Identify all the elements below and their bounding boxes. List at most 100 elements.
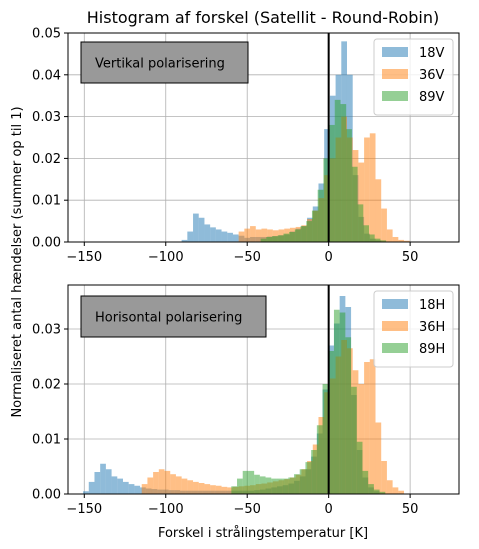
x-tick-label: 0 [325, 250, 333, 265]
bar-36H [158, 469, 165, 494]
legend-swatch [382, 69, 408, 79]
bar-36V [255, 229, 262, 242]
bar-89V [300, 226, 307, 242]
panel-vertical: −150 −100 −50 0 50 0.00 0.01 0.02 0.03 0.04 0.05 Ve… [32, 27, 460, 265]
bar-89V [260, 238, 267, 242]
y-tick-label: 0.00 [32, 488, 61, 503]
bar-89V [374, 238, 381, 242]
x-tick-label: 50 [402, 250, 419, 265]
bar-18V [227, 232, 233, 242]
bar-18H [117, 478, 123, 494]
y-tick-label: 0.03 [32, 323, 61, 338]
bar-89H [333, 309, 340, 494]
legend-swatch [382, 321, 408, 331]
bar-36H [164, 470, 171, 494]
axes-frame [67, 32, 460, 243]
bar-89H [316, 425, 323, 494]
y-tick-label: 0.05 [32, 27, 61, 42]
bar-36H [204, 484, 211, 494]
bar-89V [380, 240, 387, 242]
bar-18V [187, 231, 194, 242]
legend-label: 18H [419, 298, 445, 313]
y-tick-label: 0.04 [32, 68, 61, 83]
bar-89H [362, 470, 369, 494]
bar-89H [356, 441, 363, 494]
bar-89V [357, 204, 364, 242]
bar-89V [277, 235, 284, 242]
legend-label: 89H [419, 342, 445, 357]
annotation-text: Horisontal polarisering [95, 311, 242, 326]
annotation-box [80, 295, 267, 338]
bar-89V [317, 189, 324, 242]
x-tick-label: −100 [148, 502, 184, 517]
bar-36V [386, 229, 393, 242]
legend-swatch [382, 47, 408, 57]
bar-18H [128, 484, 135, 494]
bar-18H [134, 485, 141, 494]
bar-89V [351, 166, 358, 242]
legend-label: 89V [419, 90, 445, 105]
bar-36H [147, 477, 154, 494]
bar-89H [231, 486, 238, 494]
x-tick-label: −100 [148, 250, 184, 265]
bar-36H [386, 480, 393, 494]
legend: 18V 36V 89V [373, 38, 454, 116]
bar-18V [204, 224, 211, 242]
bar-89V [368, 234, 375, 242]
bar-18V [215, 229, 222, 242]
bar-89V [283, 233, 290, 242]
bar-36V [404, 240, 410, 242]
y-tick-label: 0.01 [32, 433, 61, 448]
bar-89H [254, 474, 260, 494]
legend: 18H 36H 89H [373, 290, 454, 368]
bar-36H [392, 487, 399, 494]
bar-89H [339, 312, 346, 494]
bar-36H [369, 359, 376, 494]
bar-89H [294, 474, 300, 494]
bar-89V [266, 236, 273, 242]
x-tick-label: 0 [325, 502, 333, 517]
bar-36H [141, 484, 148, 494]
bar-36H [381, 461, 387, 494]
bar-89V [334, 99, 341, 242]
bar-89V [340, 104, 347, 242]
bar-36H [221, 486, 228, 494]
bar-36H [187, 480, 194, 494]
legend-swatch [382, 299, 408, 309]
bar-36H [153, 472, 159, 494]
bar-18V [193, 213, 199, 242]
x-tick-label: 50 [402, 502, 419, 517]
bar-89H [265, 477, 272, 494]
bar-89V [323, 158, 330, 242]
bar-89H [237, 478, 243, 494]
bar-36H [215, 485, 222, 494]
bar-18V [232, 234, 239, 242]
bar-89V [311, 210, 318, 242]
bar-89V [306, 221, 312, 242]
bar-18H [105, 469, 112, 494]
bar-89V [329, 124, 335, 242]
bar-36V [358, 162, 365, 242]
bar-36H [193, 481, 199, 494]
y-tick-label: 0.03 [32, 110, 61, 125]
bar-36V [375, 179, 382, 242]
legend-label: 36V [419, 68, 445, 83]
x-tick-label: −50 [233, 250, 260, 265]
series-89H [231, 309, 386, 494]
bar-36H [364, 362, 370, 494]
bar-89H [276, 478, 283, 494]
bar-36V [369, 133, 376, 242]
bar-36V [238, 231, 245, 242]
bar-36H [181, 478, 188, 494]
legend-label: 36H [419, 320, 445, 335]
y-axis-label: Normaliseret antal hændelser (summer op … [10, 106, 25, 417]
bar-36V [244, 228, 251, 242]
bar-89V [289, 231, 295, 242]
x-tick-label: −150 [66, 502, 102, 517]
y-tick-label: 0.02 [32, 152, 61, 167]
bar-89H [288, 477, 295, 494]
x-axis-label: Forskel i strålingstemperatur [K] [158, 526, 368, 541]
bar-36H [375, 422, 382, 494]
bar-18H [83, 491, 89, 494]
bar-89V [272, 236, 278, 242]
